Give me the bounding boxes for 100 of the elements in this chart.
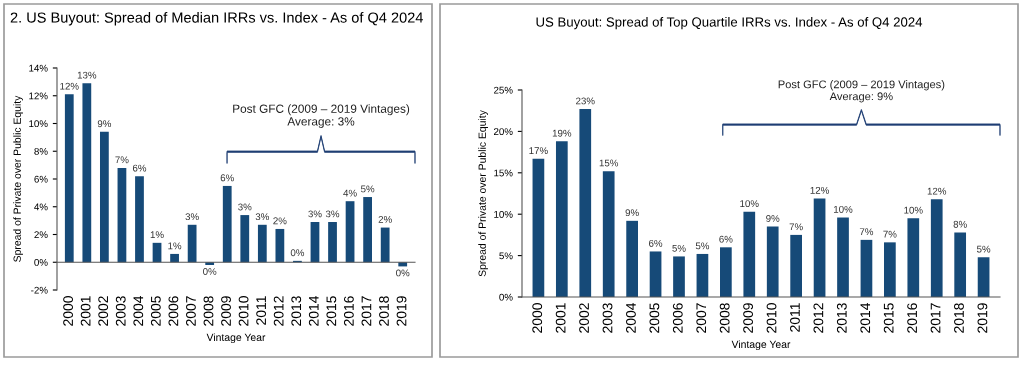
- data-label: 15%: [599, 159, 619, 167]
- data-label: 0%: [396, 269, 410, 277]
- y-tick-label: 0%: [499, 293, 513, 301]
- bar: [977, 257, 990, 297]
- x-tick-label: 2003: [602, 303, 613, 333]
- data-label: 1%: [150, 231, 164, 239]
- data-label: 2%: [378, 215, 392, 223]
- bar: [884, 242, 896, 297]
- bar: [380, 227, 390, 263]
- x-tick-label: 2005: [649, 303, 660, 333]
- x-tick-label: 2010: [238, 296, 249, 326]
- data-label: 3%: [238, 203, 252, 211]
- bar: [743, 211, 756, 297]
- data-label: 6%: [719, 235, 733, 243]
- x-tick-label: 2016: [343, 296, 354, 326]
- bar: [328, 222, 337, 263]
- x-tick-label: 2016: [907, 303, 918, 333]
- bar: [954, 232, 967, 297]
- x-tick-label: 2000: [532, 303, 543, 333]
- bar: [135, 176, 144, 263]
- bar: [766, 226, 779, 297]
- x-tick-label: 2017: [930, 303, 941, 333]
- x-tick-label: 2008: [203, 296, 214, 326]
- annotation: Post GFC (2009 – 2019 Vintages) Average: 3%: [233, 104, 410, 128]
- bar: [555, 141, 568, 297]
- x-tick-label: 2001: [555, 303, 566, 333]
- y-tick-label: 20%: [494, 128, 513, 136]
- bar: [907, 218, 920, 297]
- y-axis-title: Spread of Private over Public Equity: [13, 95, 23, 262]
- bar: [790, 234, 802, 297]
- data-label: 17%: [529, 147, 548, 154]
- bar: [257, 224, 267, 263]
- data-label: 3%: [185, 213, 199, 221]
- bar: [720, 247, 732, 297]
- bar: [345, 201, 355, 263]
- data-label: 6%: [649, 239, 663, 247]
- x-tick-label: 2013: [836, 303, 847, 333]
- data-label: 12%: [60, 82, 79, 90]
- data-label: 3%: [308, 210, 322, 218]
- x-tick-label: 2006: [168, 296, 179, 326]
- x-tick-label: 2012: [813, 303, 824, 333]
- chart-title: US Buyout: Spread of Top Quartile IRRs vs. Index - As of Q4 2024: [536, 17, 923, 30]
- y-tick-label: 10%: [494, 210, 513, 218]
- bar: [117, 167, 127, 263]
- data-label: 12%: [810, 186, 829, 194]
- data-label: 5%: [976, 245, 991, 253]
- data-label: 8%: [953, 220, 967, 228]
- data-label: 3%: [255, 213, 269, 221]
- x-tick-label: 2004: [626, 302, 636, 333]
- y-tick-label: 0%: [34, 258, 48, 266]
- bar: [696, 253, 709, 297]
- bar: [813, 198, 826, 297]
- y-tick-label: -2%: [31, 286, 48, 294]
- bar: [64, 94, 74, 263]
- bar: [649, 251, 662, 297]
- x-tick-label: 2002: [579, 303, 589, 333]
- data-label: 3%: [325, 210, 340, 218]
- x-tick-label: 2002: [98, 296, 109, 326]
- x-tick-label: 2007: [186, 296, 196, 326]
- data-label: 4%: [343, 189, 357, 197]
- x-tick-label: 2001: [80, 296, 91, 326]
- bar: [363, 197, 372, 263]
- data-label: 13%: [77, 71, 97, 79]
- bar: [579, 109, 592, 297]
- bar: [187, 224, 197, 263]
- y-tick-label: 2%: [34, 231, 48, 239]
- y-tick-label: 25%: [494, 86, 513, 94]
- y-tick-label: 15%: [494, 169, 513, 177]
- bar: [626, 220, 638, 297]
- x-axis-title: Vintage Year: [731, 340, 791, 351]
- data-label: 7%: [789, 223, 803, 231]
- data-label: 10%: [834, 205, 853, 213]
- data-label: 23%: [576, 97, 595, 105]
- x-tick-label: 2003: [115, 296, 126, 326]
- bar: [860, 239, 873, 297]
- x-tick-label: 2012: [273, 296, 284, 326]
- data-label: 19%: [552, 129, 572, 137]
- data-label: 5%: [695, 242, 710, 250]
- data-label: 2%: [273, 217, 287, 225]
- x-tick-label: 2015: [326, 296, 337, 326]
- x-tick-label: 2000: [63, 296, 74, 326]
- annotation: Post GFC (2009 – 2019 Vintages) Average: 9%: [778, 80, 945, 103]
- y-tick-label: 10%: [29, 120, 48, 128]
- data-label: 6%: [132, 164, 147, 172]
- data-label: 1%: [168, 242, 182, 250]
- chart-title: 2. US Buyout: Spread of Median IRRs vs. Index - As of Q4 2024: [10, 12, 423, 26]
- x-tick-label: 2017: [361, 296, 372, 326]
- x-tick-label: 2004: [133, 295, 144, 326]
- y-tick-label: 6%: [34, 175, 48, 183]
- data-label: 7%: [115, 156, 129, 164]
- x-tick-label: 2013: [291, 296, 302, 326]
- bar: [275, 228, 285, 263]
- data-label: 5%: [360, 185, 375, 193]
- bar: [100, 131, 109, 263]
- x-tick-label: 2015: [883, 303, 894, 333]
- data-label: 10%: [904, 206, 923, 214]
- x-tick-label: 2011: [790, 303, 800, 332]
- bar: [837, 217, 849, 297]
- bar: [673, 256, 685, 297]
- data-label: 12%: [927, 187, 947, 195]
